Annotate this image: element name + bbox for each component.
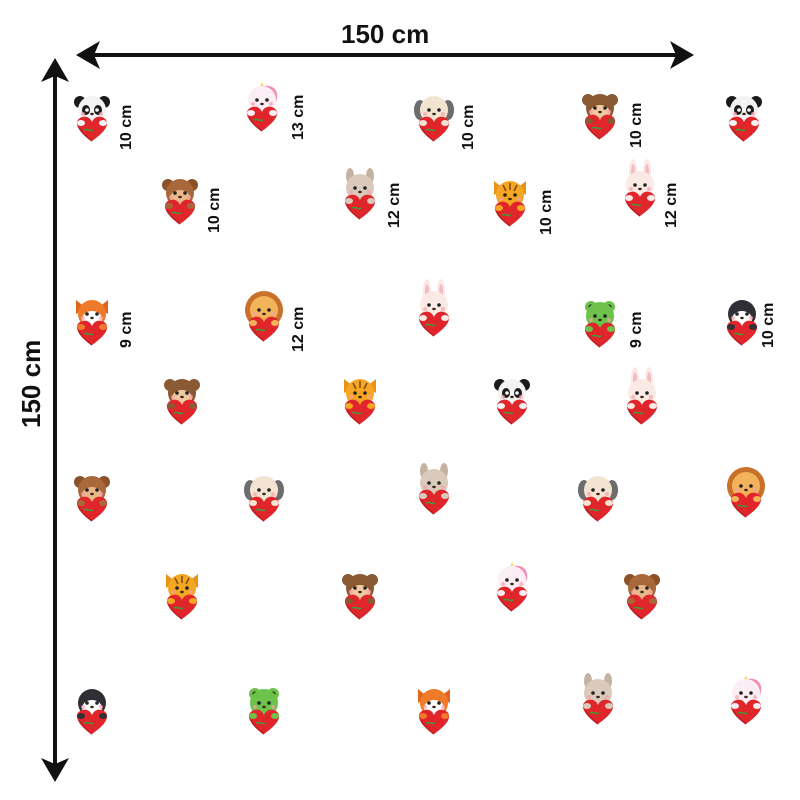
- frog-icon: [584, 301, 616, 348]
- sticker-size-label: 12 cm: [663, 182, 680, 228]
- tiger-heart-sticker: [338, 375, 382, 427]
- unicorn-heart-sticker: [240, 82, 284, 134]
- fox-heart-sticker: [412, 685, 456, 737]
- tiger-heart-sticker: [488, 177, 532, 229]
- dog-icon: [414, 96, 454, 142]
- unicorn-icon: [730, 675, 762, 725]
- unicorn-icon: [246, 82, 278, 132]
- monkey-icon: [582, 94, 618, 140]
- panda-icon: [726, 96, 762, 142]
- bunny-heart-sticker: [620, 367, 664, 427]
- sticker-size-label: 10 cm: [206, 187, 223, 233]
- bunny-heart-sticker: [618, 159, 662, 219]
- llama-heart-sticker: [338, 168, 382, 222]
- fox-icon: [76, 300, 108, 346]
- width-dimension-label: 150 cm: [341, 19, 430, 49]
- tiger-icon: [166, 574, 198, 620]
- bunny-heart-sticker: [412, 279, 456, 339]
- sticker-size-label: 9 cm: [628, 311, 645, 348]
- unicorn-heart-sticker: [724, 675, 768, 727]
- sticker-size-label: 12 cm: [386, 182, 403, 228]
- frog-icon: [248, 688, 280, 735]
- bear-icon: [162, 179, 198, 225]
- penguin-icon: [76, 689, 108, 735]
- sticker-size-label: 10 cm: [628, 102, 645, 148]
- monkey-heart-sticker: [578, 90, 622, 142]
- tiger-heart-sticker: [160, 570, 204, 622]
- dog-icon: [244, 476, 284, 522]
- monkey-heart-sticker: [338, 570, 382, 622]
- sticker-size-label: 10 cm: [760, 302, 777, 348]
- height-arrow-top-head: [41, 58, 69, 82]
- panda-icon: [74, 96, 110, 142]
- monkey-icon: [164, 379, 200, 425]
- llama-heart-sticker: [412, 463, 456, 517]
- bear-heart-sticker: [158, 175, 202, 227]
- unicorn-heart-sticker: [490, 562, 534, 614]
- unicorn-icon: [496, 562, 528, 612]
- panda-heart-sticker: [722, 92, 766, 144]
- lion-icon: [727, 467, 765, 518]
- dog-icon: [578, 476, 618, 522]
- bunny-icon: [624, 159, 656, 217]
- penguin-icon: [726, 300, 758, 346]
- bunny-icon: [418, 279, 450, 337]
- lion-icon: [245, 291, 283, 342]
- sticker-size-label: 10 cm: [118, 104, 135, 150]
- lion-heart-sticker: [724, 467, 768, 520]
- width-arrow-left-head: [76, 41, 100, 69]
- panda-heart-sticker: [70, 92, 114, 144]
- panda-heart-sticker: [490, 375, 534, 427]
- llama-heart-sticker: [576, 673, 620, 727]
- llama-icon: [582, 673, 614, 725]
- penguin-heart-sticker: [720, 296, 764, 348]
- monkey-heart-sticker: [160, 375, 204, 427]
- bear-heart-sticker: [70, 472, 114, 524]
- bunny-icon: [626, 367, 658, 425]
- dog-heart-sticker: [576, 472, 620, 524]
- tiger-icon: [494, 181, 526, 227]
- dog-heart-sticker: [412, 92, 456, 144]
- height-dimension-label: 150 cm: [16, 339, 46, 428]
- llama-icon: [418, 463, 450, 515]
- dog-heart-sticker: [242, 472, 286, 524]
- tiger-icon: [344, 379, 376, 425]
- sticker-size-label: 10 cm: [538, 189, 555, 235]
- frog-heart-sticker: [578, 298, 622, 350]
- height-arrow-bottom-head: [41, 758, 69, 782]
- sticker-size-label: 10 cm: [460, 104, 477, 150]
- fox-heart-sticker: [70, 296, 114, 348]
- bear-heart-sticker: [620, 570, 664, 622]
- sticker-size-label: 12 cm: [290, 306, 307, 352]
- llama-icon: [344, 168, 376, 220]
- frog-heart-sticker: [242, 685, 286, 737]
- fox-icon: [418, 689, 450, 735]
- sticker-size-label: 13 cm: [290, 94, 307, 140]
- panda-icon: [494, 379, 530, 425]
- bear-icon: [624, 574, 660, 620]
- penguin-heart-sticker: [70, 685, 114, 737]
- monkey-icon: [342, 574, 378, 620]
- lion-heart-sticker: [242, 291, 286, 344]
- sticker-size-label: 9 cm: [118, 311, 135, 348]
- width-arrow-right-head: [670, 41, 694, 69]
- bear-icon: [74, 476, 110, 522]
